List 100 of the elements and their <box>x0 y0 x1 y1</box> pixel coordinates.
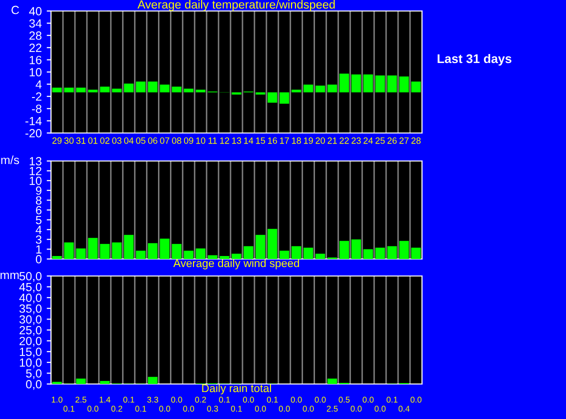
data-label: 0.0 <box>254 406 266 412</box>
y-tick-label: 3 <box>36 235 42 244</box>
data-label: 0.2 <box>195 396 206 403</box>
bar <box>411 82 421 92</box>
bar <box>52 256 62 259</box>
x-tick-label: 06 <box>148 137 158 144</box>
x-tick-label: 25 <box>376 137 385 144</box>
bar <box>196 90 206 92</box>
x-tick-label: 08 <box>172 137 182 144</box>
data-label: 0.1 <box>231 406 242 412</box>
y-tick-label: 30,0 <box>19 315 42 325</box>
x-tick-label: 02 <box>100 137 110 144</box>
bar <box>148 82 158 92</box>
bar <box>268 228 278 259</box>
y-tick-label: 8 <box>36 196 42 205</box>
y-tick-label: 35,0 <box>19 304 42 314</box>
x-tick-label: 12 <box>220 137 230 144</box>
bar <box>76 378 86 384</box>
data-label: 1.0 <box>52 396 62 403</box>
bar <box>76 248 86 259</box>
data-label: 0.5 <box>338 396 350 403</box>
data-label: 0.1 <box>386 396 398 403</box>
data-label: 0.0 <box>410 396 422 403</box>
bar <box>351 74 361 92</box>
bar <box>124 234 134 259</box>
data-label: 0.2 <box>111 406 122 412</box>
bar <box>52 88 62 92</box>
y-tick-label: 16 <box>30 56 42 64</box>
x-tick-label: 14 <box>244 138 254 144</box>
bar <box>172 86 182 92</box>
bar <box>375 75 385 92</box>
bar <box>124 84 134 92</box>
bar <box>196 248 206 259</box>
bar <box>327 378 338 384</box>
y-tick-label: 13 <box>30 157 42 166</box>
bar <box>339 74 349 92</box>
y-axis-title: C <box>12 6 20 14</box>
bar <box>339 240 349 259</box>
data-label: 2.5 <box>326 406 338 412</box>
y-tick-label: 25,0 <box>20 326 42 336</box>
x-tick-label: 11 <box>208 138 217 144</box>
bar <box>88 90 98 92</box>
x-tick-label: 04 <box>124 137 134 144</box>
data-label: 2.5 <box>76 396 86 403</box>
y-axis-title: m/s <box>1 156 20 164</box>
data-label: 3.3 <box>147 396 158 403</box>
data-label: 0.1 <box>266 396 278 403</box>
bar <box>160 238 170 259</box>
data-label: 0.0 <box>362 396 374 403</box>
bar <box>280 250 290 259</box>
data-label: 0.0 <box>302 406 314 412</box>
bar <box>100 86 110 92</box>
x-tick-label: 24 <box>364 137 373 144</box>
data-label: 0.0 <box>159 406 170 412</box>
y-tick-label: 45,0 <box>19 282 42 293</box>
y-tick-label: 10 <box>30 176 42 185</box>
y-tick-label: 10,0 <box>20 358 42 368</box>
bar <box>76 88 86 92</box>
data-label: 0.0 <box>350 406 362 412</box>
bar <box>136 82 146 92</box>
bar <box>88 238 98 259</box>
bar <box>100 244 110 259</box>
x-tick-label: 22 <box>340 137 349 144</box>
x-tick-label: 31 <box>76 137 86 144</box>
data-label: 0.0 <box>290 396 302 403</box>
bar <box>148 243 158 259</box>
text: Last 31 days <box>438 54 512 66</box>
bar <box>136 250 146 259</box>
data-label: 0.1 <box>123 396 134 403</box>
x-tick-label: 09 <box>184 137 194 144</box>
bar <box>387 246 397 259</box>
x-tick-label: 01 <box>88 137 98 144</box>
y-tick-label: 20,0 <box>20 336 42 347</box>
y-tick-label: -20 <box>25 129 42 138</box>
y-tick-label: 22 <box>29 44 42 52</box>
bar <box>220 256 230 259</box>
x-tick-label: 16 <box>268 137 278 144</box>
x-tick-label: 26 <box>388 137 397 144</box>
x-tick-label: 05 <box>136 137 146 144</box>
y-tick-label: 4 <box>36 226 42 234</box>
bar <box>112 88 122 92</box>
y-tick-label: 0 <box>36 255 42 264</box>
bar <box>315 254 326 259</box>
bar <box>411 248 421 259</box>
bar <box>280 92 290 104</box>
bar <box>292 90 302 92</box>
bar <box>172 244 182 259</box>
y-tick-label: 5 <box>36 216 42 224</box>
bar <box>112 242 122 259</box>
bar <box>399 240 409 259</box>
y-tick-label: -14 <box>25 116 42 126</box>
data-label: 0.0 <box>87 406 98 412</box>
y-tick-label: 15,0 <box>20 348 42 358</box>
bar <box>363 249 373 259</box>
bar <box>387 75 397 92</box>
x-tick-label: 23 <box>352 137 361 144</box>
bar <box>232 254 242 259</box>
bar <box>100 380 110 384</box>
bar <box>315 86 326 92</box>
y-tick-label: 4 <box>36 80 42 88</box>
